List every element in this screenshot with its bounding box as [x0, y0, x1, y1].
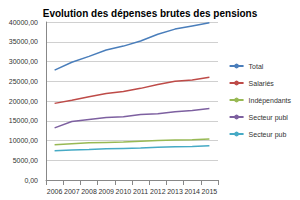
svg-text:Secteur publ: Secteur publ — [249, 114, 289, 122]
svg-text:2008: 2008 — [81, 188, 97, 195]
svg-text:Indépendants: Indépendants — [249, 97, 292, 105]
svg-text:30000,00: 30000,00 — [9, 58, 38, 65]
svg-text:2010: 2010 — [116, 188, 132, 195]
svg-text:40000,00: 40000,00 — [9, 19, 38, 26]
svg-text:25000,00: 25000,00 — [9, 78, 38, 85]
svg-text:2015: 2015 — [202, 188, 218, 195]
svg-text:2007: 2007 — [64, 188, 80, 195]
svg-text:2009: 2009 — [98, 188, 114, 195]
svg-text:Evolution des dépenses brutes: Evolution des dépenses brutes des pensio… — [43, 8, 258, 19]
svg-text:Total: Total — [249, 63, 264, 70]
svg-text:Secteur pub: Secteur pub — [249, 131, 287, 139]
svg-text:0,00: 0,00 — [24, 177, 38, 184]
svg-text:2014: 2014 — [184, 188, 200, 195]
svg-text:5000,00: 5000,00 — [13, 157, 38, 164]
svg-text:2006: 2006 — [47, 188, 63, 195]
svg-text:2013: 2013 — [167, 188, 183, 195]
svg-text:2012: 2012 — [150, 188, 166, 195]
svg-text:15000,00: 15000,00 — [9, 117, 38, 124]
svg-text:2011: 2011 — [133, 188, 148, 195]
svg-text:Salariés: Salariés — [249, 80, 275, 87]
svg-text:20000,00: 20000,00 — [9, 98, 38, 105]
svg-text:10000,00: 10000,00 — [9, 137, 38, 144]
svg-text:35000,00: 35000,00 — [9, 38, 38, 45]
